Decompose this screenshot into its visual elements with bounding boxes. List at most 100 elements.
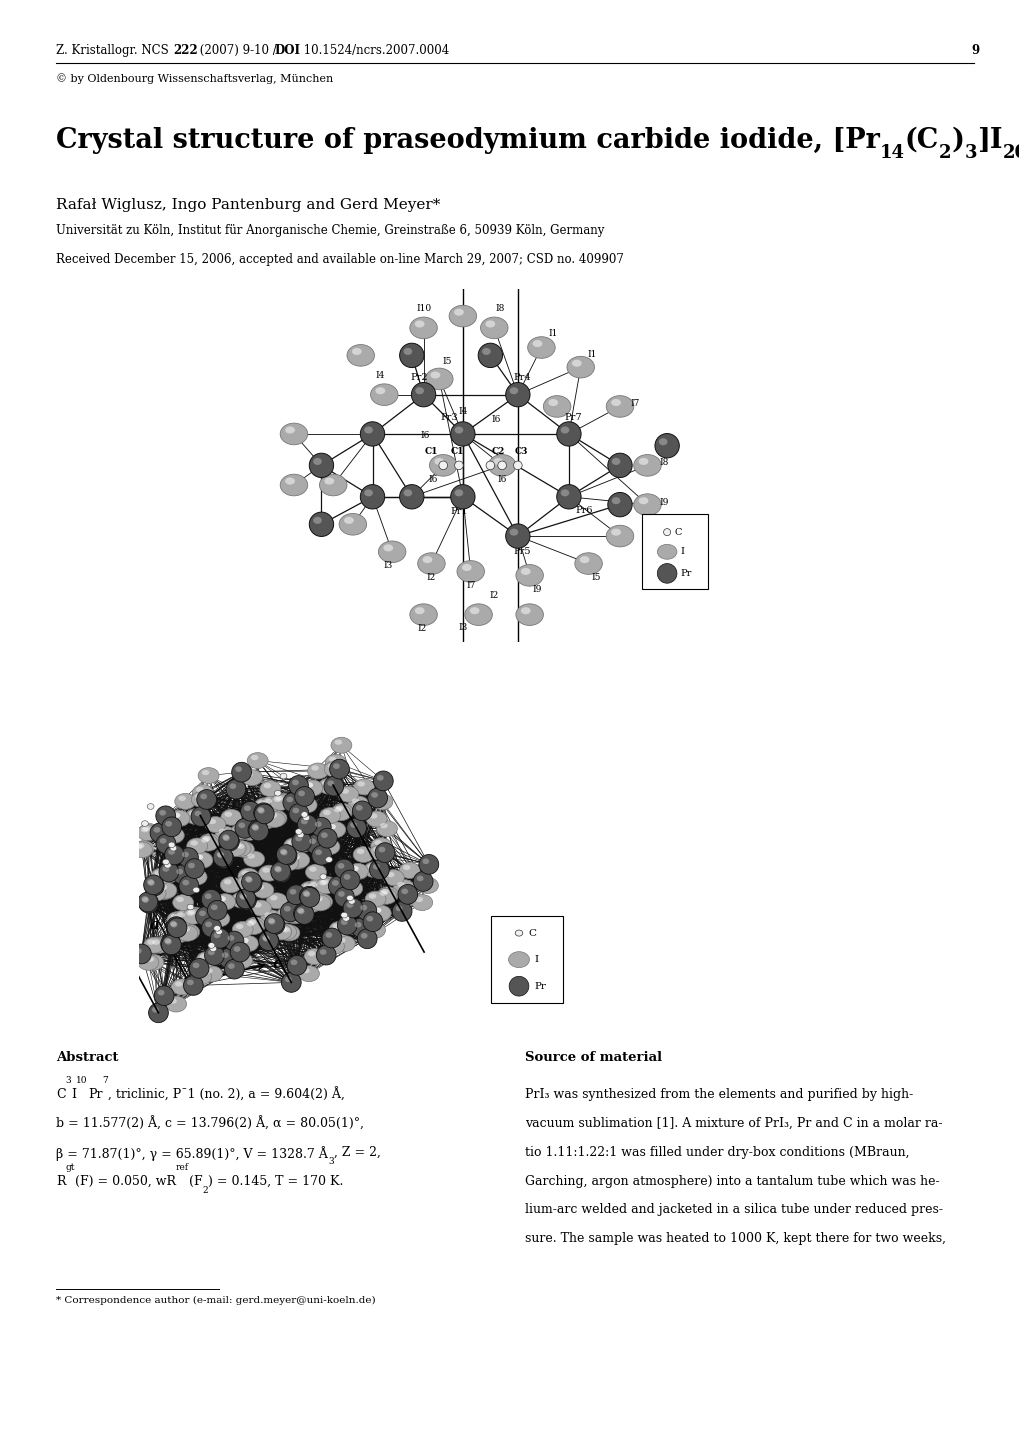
Ellipse shape: [178, 795, 185, 801]
Ellipse shape: [230, 824, 252, 840]
Ellipse shape: [360, 485, 384, 509]
Text: 2: 2: [938, 144, 951, 162]
Ellipse shape: [240, 938, 249, 944]
Ellipse shape: [236, 890, 256, 911]
Ellipse shape: [286, 853, 308, 869]
Ellipse shape: [186, 911, 194, 916]
Ellipse shape: [373, 847, 380, 853]
Ellipse shape: [178, 924, 200, 939]
Ellipse shape: [315, 896, 322, 902]
Ellipse shape: [303, 815, 310, 821]
Ellipse shape: [172, 812, 180, 818]
Ellipse shape: [202, 918, 221, 938]
Ellipse shape: [298, 791, 305, 797]
Ellipse shape: [383, 870, 404, 886]
Ellipse shape: [497, 462, 506, 469]
Ellipse shape: [245, 876, 252, 882]
Ellipse shape: [284, 909, 292, 915]
Ellipse shape: [329, 759, 350, 779]
Ellipse shape: [265, 915, 284, 935]
Ellipse shape: [233, 843, 242, 848]
Text: Universität zu Köln, Institut für Anorganische Chemie, Greinstraße 6, 50939 Köln: Universität zu Köln, Institut für Anorga…: [56, 224, 604, 237]
Ellipse shape: [412, 895, 432, 911]
Text: 20: 20: [1002, 144, 1019, 162]
Ellipse shape: [638, 498, 648, 504]
Ellipse shape: [230, 840, 251, 856]
Ellipse shape: [373, 771, 392, 791]
Ellipse shape: [202, 771, 209, 775]
Ellipse shape: [280, 773, 286, 779]
Ellipse shape: [201, 889, 221, 909]
Ellipse shape: [152, 939, 160, 945]
Ellipse shape: [454, 427, 463, 433]
Ellipse shape: [575, 553, 602, 574]
Text: Garching, argon atmosphere) into a tantalum tube which was he-: Garching, argon atmosphere) into a tanta…: [525, 1175, 938, 1188]
Ellipse shape: [327, 781, 334, 786]
Ellipse shape: [254, 798, 275, 814]
Ellipse shape: [261, 797, 281, 812]
Text: Crystal structure of praseodymium carbide iodide, [Pr: Crystal structure of praseodymium carbid…: [56, 127, 879, 154]
Ellipse shape: [319, 838, 339, 854]
Ellipse shape: [372, 794, 392, 810]
Ellipse shape: [289, 889, 297, 895]
Ellipse shape: [341, 880, 363, 896]
Text: (2007) 9-10 /: (2007) 9-10 /: [196, 43, 280, 56]
Ellipse shape: [233, 947, 240, 952]
Ellipse shape: [303, 883, 311, 889]
Text: β = 71.87(1)°, γ = 65.89(1)°, V = 1328.7 Å: β = 71.87(1)°, γ = 65.89(1)°, V = 1328.7…: [56, 1146, 328, 1160]
Ellipse shape: [341, 788, 348, 794]
Ellipse shape: [165, 821, 172, 827]
Text: 14: 14: [879, 144, 904, 162]
Ellipse shape: [257, 885, 264, 890]
Ellipse shape: [607, 492, 632, 517]
Ellipse shape: [309, 866, 317, 872]
Ellipse shape: [510, 387, 518, 394]
Ellipse shape: [219, 831, 239, 851]
Ellipse shape: [142, 896, 148, 902]
Ellipse shape: [508, 952, 529, 968]
Ellipse shape: [324, 821, 345, 837]
Ellipse shape: [343, 874, 351, 880]
Ellipse shape: [323, 938, 344, 954]
Ellipse shape: [328, 756, 336, 762]
Ellipse shape: [274, 791, 281, 797]
Ellipse shape: [139, 824, 160, 840]
Ellipse shape: [142, 821, 148, 827]
Ellipse shape: [324, 760, 344, 778]
Ellipse shape: [376, 775, 383, 781]
Ellipse shape: [486, 462, 494, 469]
Ellipse shape: [270, 924, 291, 939]
Ellipse shape: [163, 869, 171, 874]
Ellipse shape: [396, 882, 405, 887]
Text: I4: I4: [375, 371, 385, 380]
Ellipse shape: [380, 823, 387, 828]
Ellipse shape: [205, 922, 212, 928]
Ellipse shape: [324, 823, 345, 838]
Ellipse shape: [143, 954, 164, 970]
Ellipse shape: [184, 859, 204, 879]
Ellipse shape: [243, 873, 262, 893]
Ellipse shape: [357, 900, 376, 921]
Ellipse shape: [297, 838, 304, 844]
Ellipse shape: [438, 462, 447, 469]
Ellipse shape: [254, 804, 274, 824]
Ellipse shape: [303, 890, 309, 896]
Ellipse shape: [270, 895, 277, 900]
Text: b = 11.577(2) Å, c = 13.796(2) Å, α = 80.05(1)°,: b = 11.577(2) Å, c = 13.796(2) Å, α = 80…: [56, 1117, 364, 1131]
Ellipse shape: [169, 811, 190, 827]
Ellipse shape: [378, 541, 406, 563]
Ellipse shape: [219, 828, 226, 834]
Text: C3: C3: [515, 447, 528, 456]
Ellipse shape: [235, 924, 244, 929]
Ellipse shape: [224, 879, 231, 885]
Ellipse shape: [328, 876, 347, 896]
Ellipse shape: [417, 553, 444, 574]
Text: 3: 3: [964, 144, 976, 162]
Ellipse shape: [633, 455, 660, 476]
Ellipse shape: [309, 838, 316, 844]
Ellipse shape: [239, 895, 247, 900]
Ellipse shape: [415, 608, 424, 615]
Ellipse shape: [278, 925, 300, 941]
Text: I1: I1: [548, 329, 557, 338]
Ellipse shape: [235, 766, 242, 772]
